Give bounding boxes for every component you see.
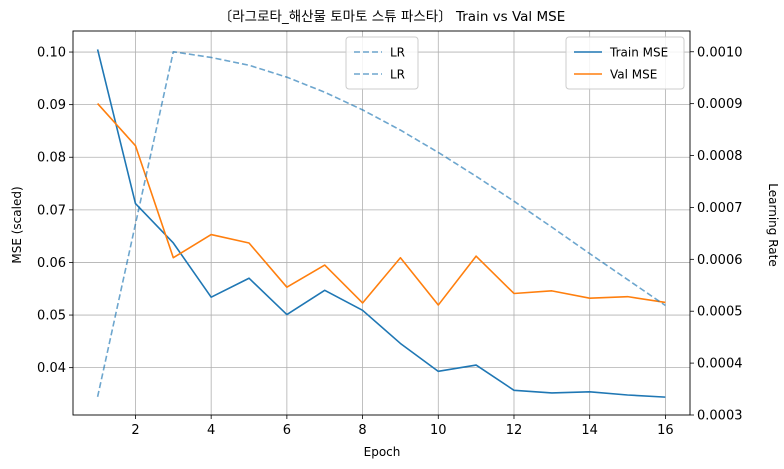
axis-ticks: 2 4 6 8 10 12 14 16 0.04 0.05 0.06 0.07 0.08 0.09 0.10… bbox=[37, 45, 742, 438]
y-tick-label: 0.05 bbox=[37, 309, 66, 324]
lr-legend-box bbox=[345, 36, 419, 90]
grid-lines bbox=[73, 31, 690, 415]
y-tick-label: 0.10 bbox=[37, 46, 66, 61]
x-tick-label: 14 bbox=[581, 423, 598, 438]
chart-title: 〔라그로타_해산물 토마토 스튜 파스타〕 Train vs Val MSE bbox=[219, 9, 565, 25]
val-mse-series-line bbox=[97, 103, 666, 306]
x-tick-label: 8 bbox=[358, 423, 366, 438]
y-tick-label: 0.07 bbox=[37, 203, 66, 218]
y2-axis-title: Learning Rate bbox=[766, 183, 780, 266]
y2-tick-label: 0.0003 bbox=[697, 409, 743, 424]
y-tick-label: 0.04 bbox=[37, 361, 66, 376]
y-axis-title: MSE (scaled) bbox=[10, 186, 24, 263]
y2-tick-label: 0.0006 bbox=[697, 253, 743, 268]
y2-tick-label: 0.0007 bbox=[697, 201, 743, 216]
y2-tick-label: 0.0010 bbox=[697, 45, 743, 60]
y2-tick-label: 0.0005 bbox=[697, 305, 743, 320]
series-layer bbox=[96, 49, 666, 398]
legends: LR LR Train MSE Val MSE bbox=[345, 36, 685, 90]
mse-legend-label: Train MSE bbox=[609, 46, 668, 60]
x-tick-label: 10 bbox=[430, 423, 447, 438]
x-tick-label: 2 bbox=[131, 423, 139, 438]
y2-tick-label: 0.0008 bbox=[697, 149, 743, 164]
x-axis-title: Epoch bbox=[364, 445, 401, 459]
train-mse-series-line bbox=[96, 49, 666, 398]
mse-legend-label: Val MSE bbox=[610, 68, 657, 82]
lr-legend-label: LR bbox=[390, 46, 405, 60]
plot-frame bbox=[72, 30, 691, 416]
lr-legend-label: LR bbox=[390, 68, 405, 82]
y-tick-label: 0.08 bbox=[37, 151, 66, 166]
x-tick-label: 12 bbox=[506, 423, 523, 438]
lr-series-line bbox=[96, 50, 666, 398]
x-tick-label: 4 bbox=[207, 423, 215, 438]
y-tick-label: 0.06 bbox=[37, 256, 66, 271]
y2-tick-label: 0.0004 bbox=[697, 357, 743, 372]
x-tick-label: 6 bbox=[283, 423, 291, 438]
y2-tick-label: 0.0009 bbox=[697, 97, 743, 112]
mse-legend-box bbox=[565, 36, 685, 90]
y-tick-label: 0.09 bbox=[37, 98, 66, 113]
x-tick-label: 16 bbox=[657, 423, 674, 438]
